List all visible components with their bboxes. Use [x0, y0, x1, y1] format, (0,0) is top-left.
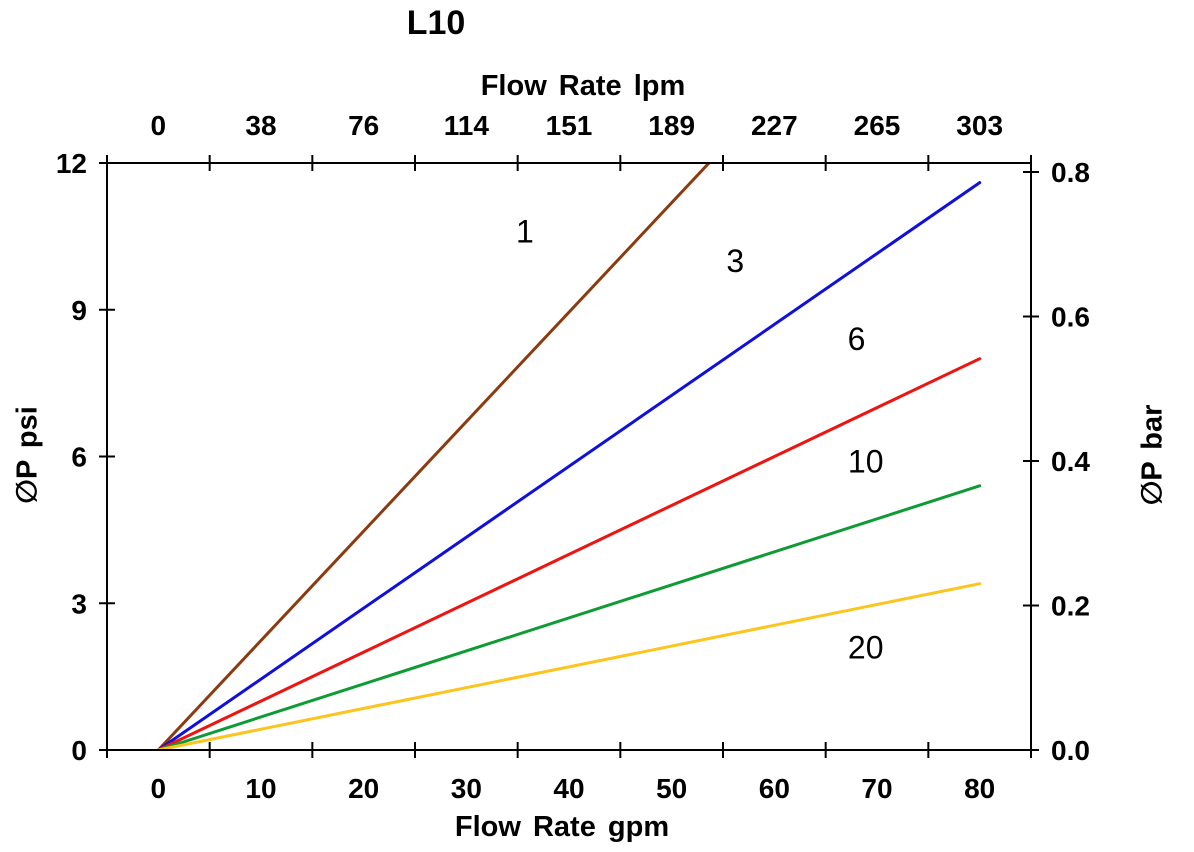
x-tick-label-top: 151 — [546, 110, 593, 141]
x-tick-label-bottom: 40 — [553, 773, 584, 804]
x-tick-label-top: 0 — [151, 110, 167, 141]
y-tick-label-right: 0.4 — [1051, 446, 1090, 477]
x-tick-label-bottom: 60 — [759, 773, 790, 804]
y-tick-label-left: 3 — [71, 588, 87, 619]
y-tick-label-right: 0.8 — [1051, 157, 1090, 188]
x-tick-label-top: 303 — [956, 110, 1003, 141]
x-tick-label-top: 76 — [348, 110, 379, 141]
x-tick-label-bottom: 50 — [656, 773, 687, 804]
series-line-10 — [156, 484, 982, 750]
y-tick-label-left: 6 — [71, 442, 87, 473]
series-line-20 — [156, 582, 982, 750]
curve-label-3: 3 — [726, 243, 744, 279]
x-tick-label-top: 189 — [648, 110, 695, 141]
x-tick-label-bottom: 10 — [245, 773, 276, 804]
curve-label-20: 20 — [848, 629, 884, 665]
x-tick-label-bottom: 30 — [451, 773, 482, 804]
x-tick-label-top: 38 — [245, 110, 276, 141]
bottom-axis-title: Flow Rate gpm — [454, 811, 670, 843]
x-tick-label-top: 114 — [444, 110, 490, 141]
x-tick-label-top: 227 — [751, 110, 798, 141]
x-tick-label-bottom: 80 — [964, 773, 995, 804]
curve-label-6: 6 — [848, 321, 866, 357]
chart-title: L10 — [406, 4, 466, 42]
y-tick-label-left: 12 — [56, 148, 87, 179]
series-line-6 — [156, 357, 982, 750]
plot-frame — [106, 162, 1032, 751]
x-tick-label-bottom: 70 — [861, 773, 892, 804]
curve-label-1: 1 — [516, 213, 534, 249]
x-tick-label-bottom: 20 — [348, 773, 379, 804]
series-line-3 — [156, 181, 982, 750]
y-tick-label-right: 0.0 — [1051, 735, 1090, 766]
y-tick-label-left: 9 — [71, 295, 87, 326]
top-axis-title: Flow Rate lpm — [480, 70, 686, 102]
x-tick-label-bottom: 0 — [151, 773, 167, 804]
x-tick-label-top: 265 — [854, 110, 901, 141]
series-line-1 — [156, 163, 712, 750]
y-tick-label-right: 0.6 — [1051, 302, 1090, 333]
y-tick-label-right: 0.2 — [1051, 591, 1090, 622]
y-tick-label-left: 0 — [71, 735, 87, 766]
curve-label-10: 10 — [848, 443, 884, 479]
